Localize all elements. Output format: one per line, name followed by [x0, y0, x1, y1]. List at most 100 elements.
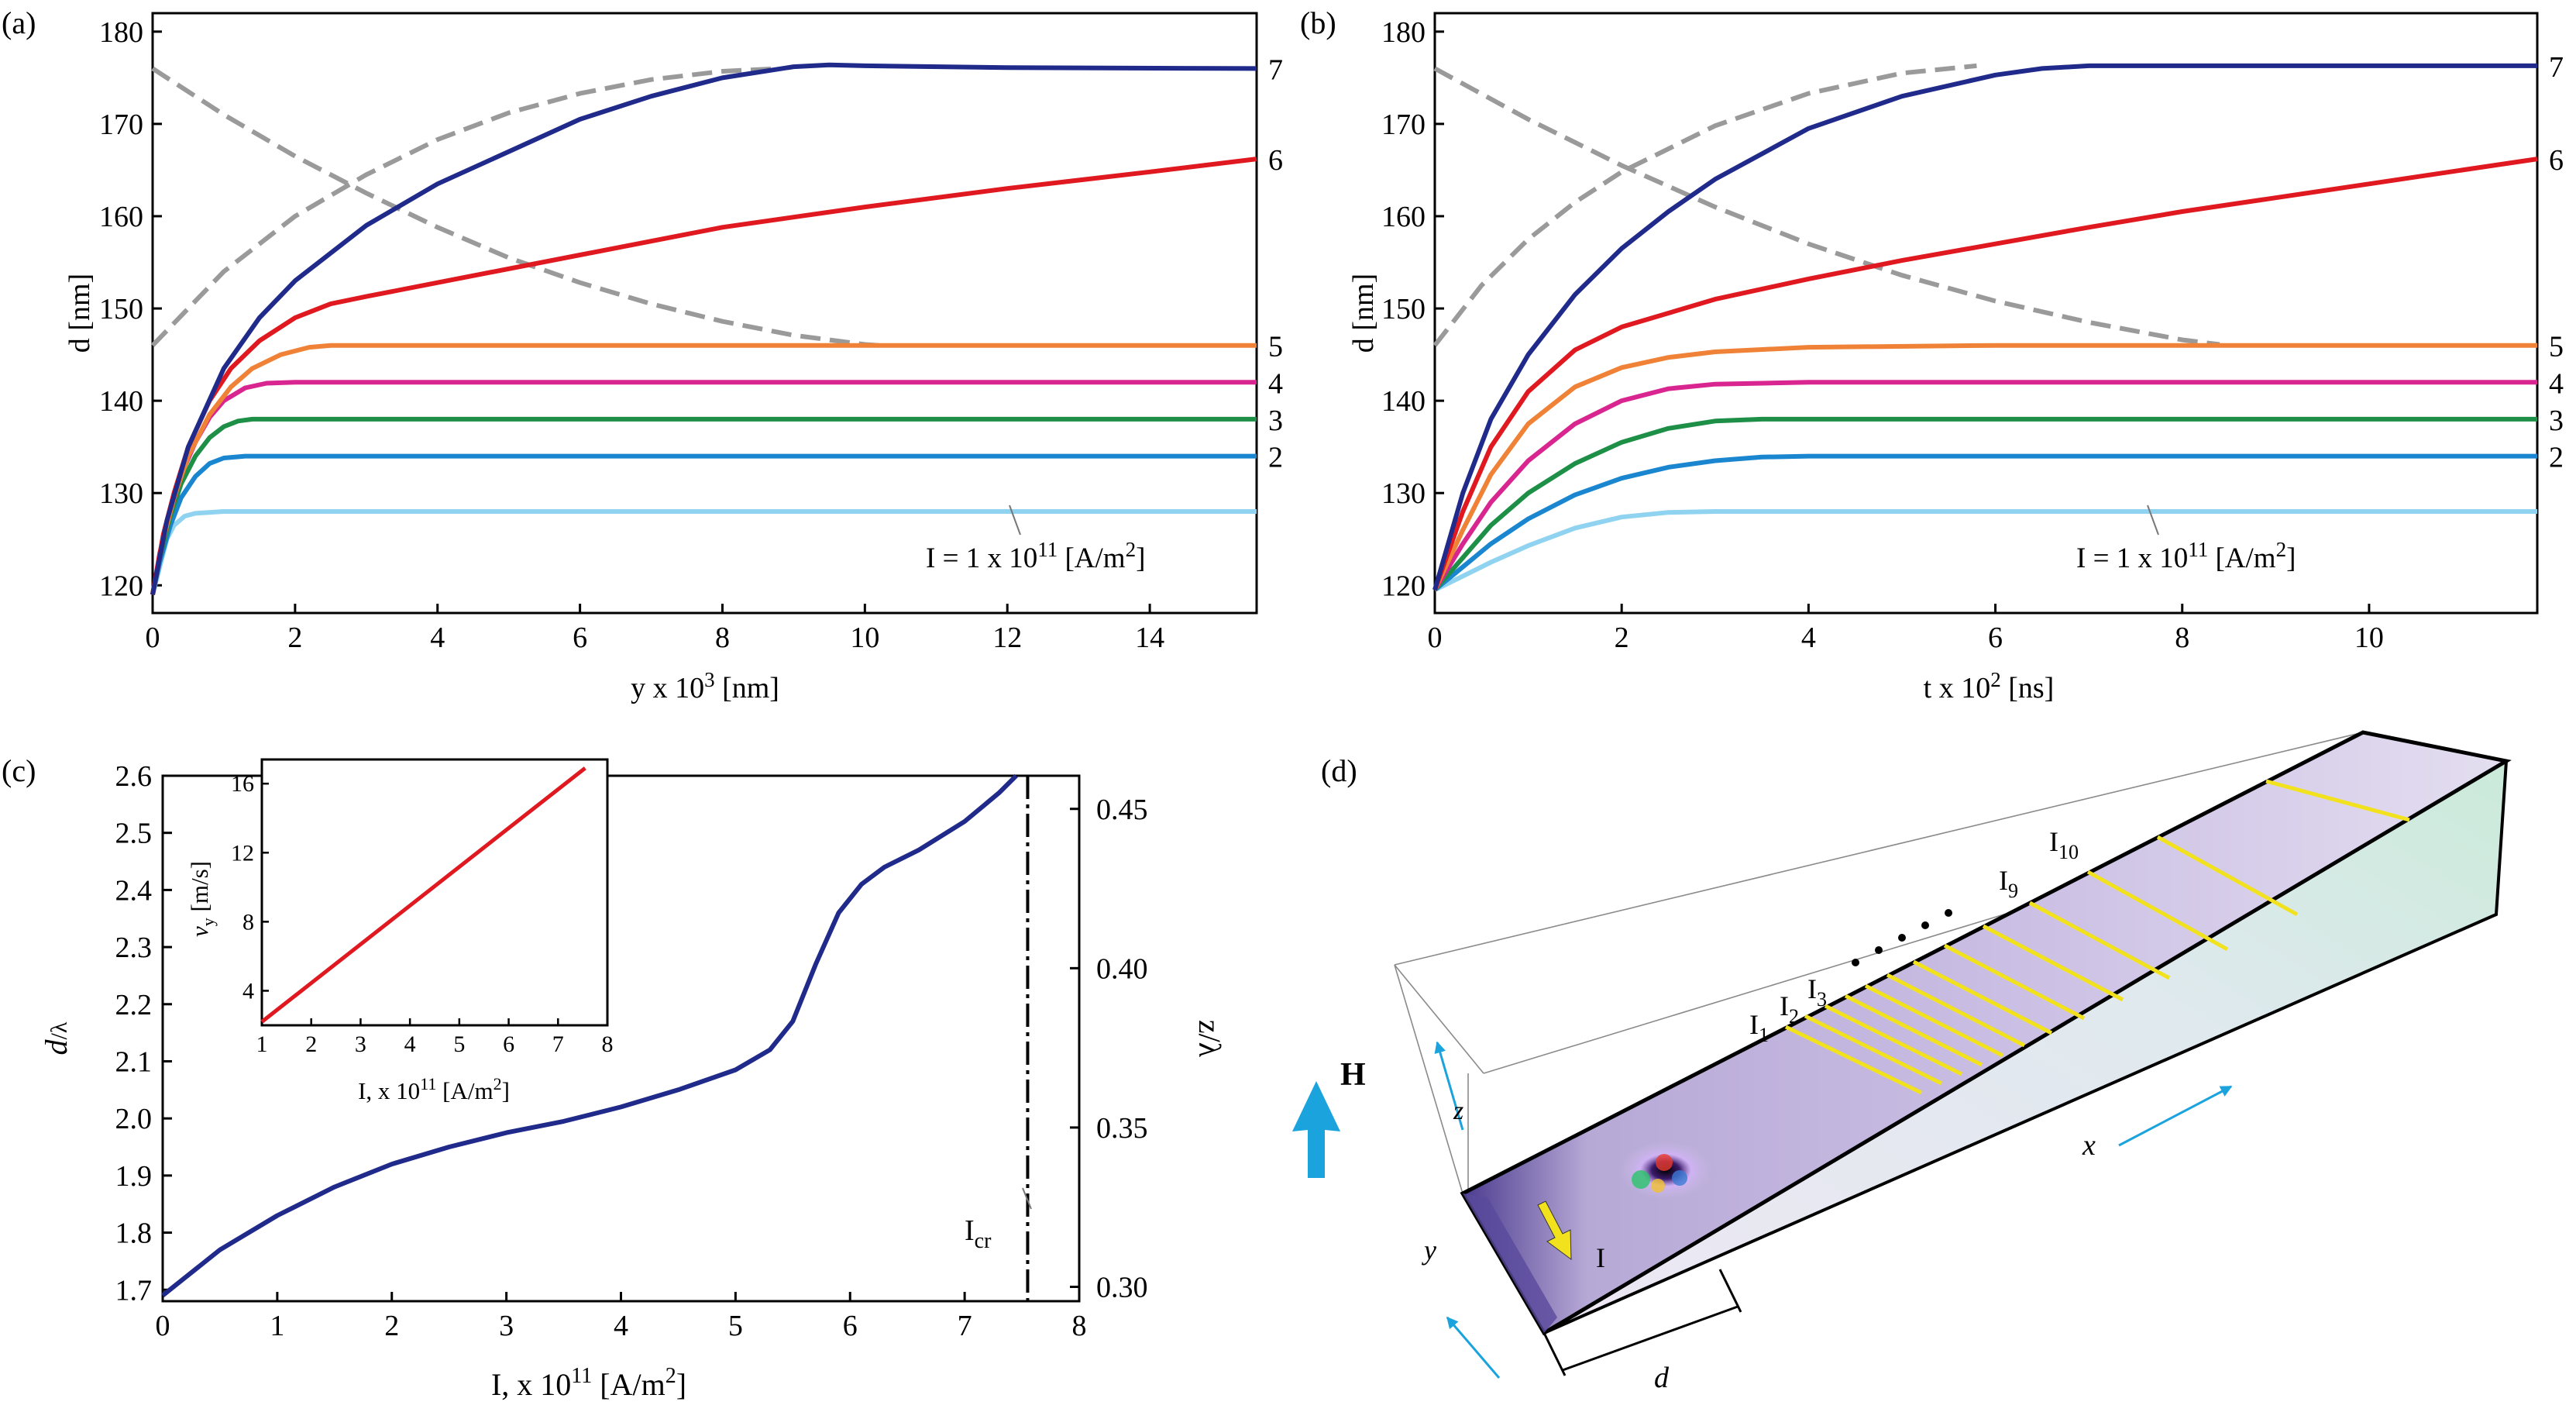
panel-a-y-tick-label: 150	[99, 293, 143, 325]
panel-a-y-tick-label: 160	[99, 201, 143, 233]
inset-x-tick-label: 6	[503, 1031, 514, 1057]
current-direction-arrow-icon	[1537, 1200, 1572, 1261]
panel-b-curve-label: 7	[2549, 51, 2564, 84]
panel-c-y-tick-label: 1.9	[115, 1160, 153, 1193]
panel-a-y-tick-label: 130	[99, 477, 143, 510]
panel-a: (a) 0 2 4 6 8 10 12 14 120 130 140 150 160 170 180 2 3…	[2, 5, 1283, 704]
panel-c-y-axis-label: d/λ	[39, 1021, 74, 1055]
inset-y-tick-label: 12	[231, 840, 254, 866]
panel-c-right-y-axis-label: z/λ	[1192, 1020, 1227, 1058]
panel-b-x-tick-label: 2	[1615, 622, 1629, 654]
inset-series-vy	[260, 766, 586, 1024]
vortex-yellow-lobe	[1651, 1179, 1665, 1193]
panel-b-series-6	[1432, 157, 2538, 591]
panel-b-series-4	[1432, 380, 2537, 591]
panel-c-x-tick-label: 6	[843, 1310, 858, 1342]
panel-c-x-tick-label: 7	[958, 1310, 972, 1342]
panel-a-x-tick-label: 6	[573, 622, 587, 654]
ellipsis-dots	[1852, 909, 1952, 966]
panel-a-y-tick-label: 170	[99, 108, 143, 141]
panel-b-y-tick-label: 120	[1381, 570, 1426, 602]
panel-a-y-axis-label: d [nm]	[64, 274, 96, 353]
panel-a-curve-label: 7	[1268, 53, 1283, 86]
panel-b-x-tick-label: 4	[1801, 622, 1816, 654]
panel-b-y-axis-label: d [nm]	[1347, 274, 1380, 353]
panel-a-guide-line	[150, 66, 780, 347]
panel-c-y-tick-label: 2.3	[115, 932, 153, 964]
inset-y-axis-label: vy [m/s]	[186, 861, 218, 937]
panel-a-guide-line	[151, 66, 879, 348]
current-label-3: I3	[1807, 973, 1827, 1011]
panel-b-y-tick-label: 130	[1381, 477, 1426, 510]
panel-b-y-tick-label: 180	[1381, 16, 1426, 49]
y-axis-arrow-icon	[1446, 1316, 1501, 1379]
panel-b-y-ticks: 120 130 140 150 160 170 180	[1381, 16, 1444, 602]
panel-c-y-tick-label: 2.6	[115, 760, 153, 793]
inset-x-tick-label: 8	[602, 1031, 614, 1057]
panel-b-guide-line	[1432, 63, 1977, 347]
current-label-9: I9	[1999, 865, 2018, 902]
panel-b-x-tick-label: 8	[2175, 622, 2189, 654]
strip-top-face	[1460, 730, 2512, 1336]
width-dimension	[1543, 1269, 1742, 1376]
panel-b-curve-labels: 2 3 4 5 6 7	[2549, 51, 2564, 474]
panel-b-y-tick-label: 170	[1381, 108, 1426, 141]
panel-a-guides	[150, 66, 879, 348]
panel-c-label: (c)	[2, 753, 36, 788]
panel-b-series-3	[1432, 416, 2537, 592]
panel-a-x-ticks: 0 2 4 6 8 10 12 14	[146, 604, 1164, 654]
inset-x-tick-label: 1	[256, 1031, 268, 1057]
panel-a-x-tick-label: 14	[1135, 622, 1164, 654]
inset-x-ticks: 1 2 3 4 5 6 7 8	[256, 1018, 614, 1057]
panel-c-right-y-tick-label: 0.40	[1096, 952, 1148, 985]
panel-c-right-y-tick-label: 0.35	[1096, 1112, 1148, 1145]
panel-b-x-tick-label: 0	[1428, 622, 1443, 654]
critical-label-leader	[1022, 1187, 1032, 1210]
vortex-red-lobe	[1656, 1154, 1673, 1171]
inset-x-tick-label: 2	[305, 1031, 317, 1057]
panel-b-curve-label: 4	[2549, 367, 2564, 400]
panel-b-guide-line	[1433, 66, 2220, 347]
panel-a-annotation: I = 1 x 1011 [A/m2]	[926, 538, 1145, 574]
panel-a-curve-labels: 2 3 4 5 6 7	[1268, 53, 1283, 474]
inset-x-tick-label: 5	[453, 1031, 465, 1057]
panel-a-x-tick-label: 12	[992, 622, 1022, 654]
z-axis-label: z	[1453, 1097, 1463, 1125]
panel-a-x-tick-label: 10	[850, 622, 879, 654]
panel-a-curve-label: 5	[1268, 331, 1283, 363]
panel-b-curve-label: 3	[2549, 405, 2564, 437]
panel-b-curve-label: 6	[2549, 144, 2564, 177]
panel-c-y-tick-label: 1.8	[115, 1217, 153, 1250]
panel-c-x-tick-label: 4	[614, 1310, 628, 1342]
strip-end-shade	[1463, 1193, 1557, 1333]
panel-c-y-tick-label: 2.5	[115, 818, 153, 850]
inset-x-tick-label: 4	[404, 1031, 416, 1057]
panel-a-x-tick-label: 2	[287, 622, 302, 654]
vortex-blue-lobe	[1672, 1170, 1687, 1186]
inset-x-axis-label: I, x 1011 [A/m2]	[358, 1074, 510, 1104]
panel-a-curve-label: 3	[1268, 405, 1283, 437]
panel-b-label: (b)	[1300, 5, 1336, 40]
panel-c-x-tick-label: 2	[384, 1310, 399, 1342]
panel-b-series	[1432, 63, 2538, 592]
x-axis-arrow-icon	[2118, 1085, 2233, 1147]
panel-b-annotation-leader	[2147, 505, 2159, 536]
panel-b-curve-label: 2	[2549, 442, 2564, 474]
current-label-2: I2	[1780, 990, 1799, 1028]
panel-c-x-tick-label: 8	[1072, 1310, 1087, 1342]
panel-d: (d)	[1292, 730, 2512, 1394]
y-axis-label: y	[1422, 1235, 1436, 1266]
panel-c-x-tick-label: 1	[270, 1310, 284, 1342]
current-direction-label: I	[1596, 1242, 1605, 1273]
width-label: d	[1654, 1362, 1670, 1394]
panel-a-y-tick-label: 140	[99, 385, 143, 418]
panel-a-series-7	[150, 62, 1257, 595]
panel-a-series	[150, 62, 1257, 595]
current-lines	[1784, 779, 2410, 1095]
panel-b-series-5	[1432, 343, 2537, 591]
critical-current-label: Icr	[965, 1214, 992, 1253]
panel-a-frame	[151, 12, 1258, 615]
panel-a-y-tick-label: 180	[99, 16, 143, 49]
inset-x-tick-label: 3	[355, 1031, 366, 1057]
